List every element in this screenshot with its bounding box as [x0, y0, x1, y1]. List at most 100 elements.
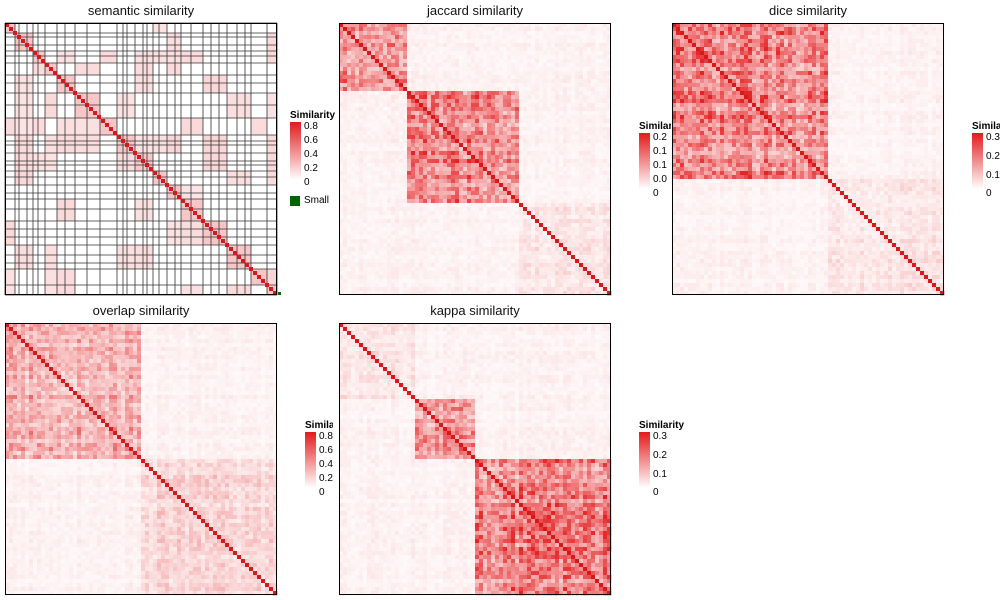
heatmap-cell [467, 267, 472, 272]
heatmap-cell [359, 139, 364, 144]
heatmap-cell [339, 219, 344, 224]
heatmap-cell [471, 271, 476, 276]
heatmap-cell [599, 199, 604, 204]
heatmap-cell [483, 247, 488, 252]
heatmap-cell [371, 187, 376, 192]
heatmap-cell [475, 287, 480, 292]
heatmap-cell [375, 235, 380, 240]
heatmap-cell [459, 183, 464, 188]
heatmap-cell [455, 279, 460, 284]
heatmap-cell [467, 199, 472, 204]
heatmap-cell [387, 135, 392, 140]
heatmap-cell [603, 43, 608, 48]
heatmap-cell [471, 155, 476, 160]
heatmap-cell [563, 211, 568, 216]
heatmap-cell [459, 223, 464, 228]
heatmap-cell [547, 235, 552, 240]
heatmap-cell [599, 31, 604, 36]
heatmap-cell [399, 207, 404, 212]
heatmap-cell [547, 223, 552, 228]
heatmap-cell [431, 255, 436, 260]
heatmap-cell [543, 115, 548, 120]
heatmap-cell [916, 27, 921, 32]
heatmap-cell [503, 95, 508, 100]
heatmap-cell [527, 115, 532, 120]
heatmap-cell [479, 179, 484, 184]
heatmap-cell [403, 59, 408, 64]
heatmap-cell [912, 27, 917, 32]
heatmap-cell [33, 118, 45, 135]
heatmap-cell [407, 231, 412, 236]
panel-title: dice similarity [768, 3, 847, 18]
heatmap-cell [491, 67, 496, 72]
heatmap-cell [531, 79, 536, 84]
heatmap-cell [383, 143, 388, 148]
heatmap-cell [439, 35, 444, 40]
heatmap-cell [599, 155, 604, 160]
heatmap-cell [575, 167, 580, 172]
heatmap-cell [379, 275, 384, 280]
heatmap-cell [607, 51, 612, 56]
heatmap-cell [591, 199, 596, 204]
heatmap-cell [539, 191, 544, 196]
heatmap-cell [455, 271, 460, 276]
heatmap-cell [539, 87, 544, 92]
heatmap-cell [459, 163, 464, 168]
heatmap-cell [603, 247, 608, 252]
heatmap-cell [363, 279, 368, 284]
heatmap-cell [892, 27, 897, 32]
heatmap-cell [888, 23, 893, 28]
heatmap-cell [595, 143, 600, 148]
heatmap-cell [387, 47, 392, 52]
heatmap-cell [531, 279, 536, 284]
heatmap-cell [355, 199, 360, 204]
heatmap-cell [359, 99, 364, 104]
heatmap-cell [551, 231, 556, 236]
heatmap-cell [527, 43, 532, 48]
heatmap-cell [583, 83, 588, 88]
heatmap-cell [395, 139, 400, 144]
heatmap-cell [431, 119, 436, 124]
heatmap-cell [519, 111, 524, 116]
heatmap-cell [559, 123, 564, 128]
heatmap-cell [387, 27, 392, 32]
heatmap-cell [519, 287, 524, 292]
heatmap-cell [483, 83, 488, 88]
heatmap-cell [591, 247, 596, 252]
heatmap-cell [499, 163, 504, 168]
heatmap-cell [932, 23, 937, 28]
heatmap-cell [339, 47, 344, 52]
heatmap-cell [595, 183, 600, 188]
heatmap-cell [832, 27, 837, 32]
heatmap-cell [527, 195, 532, 200]
heatmap-cell [431, 275, 436, 280]
heatmap-cell [359, 151, 364, 156]
heatmap-cell [419, 283, 424, 288]
heatmap-cell [571, 215, 576, 220]
heatmap-cell [535, 155, 540, 160]
heatmap-cell [479, 239, 484, 244]
heatmap-diagonal-cell [209, 227, 213, 231]
heatmap-cell [459, 159, 464, 164]
heatmap-cell [511, 199, 516, 204]
heatmap-cell [555, 287, 560, 292]
heatmap-cell [467, 139, 472, 144]
heatmap-cell [595, 287, 600, 292]
heatmap-cell [423, 231, 428, 236]
heatmap-cell [343, 167, 348, 172]
heatmap-cell [539, 183, 544, 188]
heatmap-cell [471, 175, 476, 180]
heatmap-cell [567, 255, 572, 260]
heatmap-cell [475, 59, 480, 64]
heatmap-cell [571, 143, 576, 148]
heatmap-cell [587, 227, 592, 232]
heatmap-cell [455, 87, 460, 92]
heatmap-cell [403, 147, 408, 152]
heatmap-cell [439, 263, 444, 268]
heatmap-cell [355, 195, 360, 200]
heatmap-cell [435, 183, 440, 188]
heatmap-cell [391, 71, 396, 76]
heatmap-cell [920, 23, 925, 28]
heatmap-cell [575, 163, 580, 168]
heatmap-cell [339, 187, 344, 192]
